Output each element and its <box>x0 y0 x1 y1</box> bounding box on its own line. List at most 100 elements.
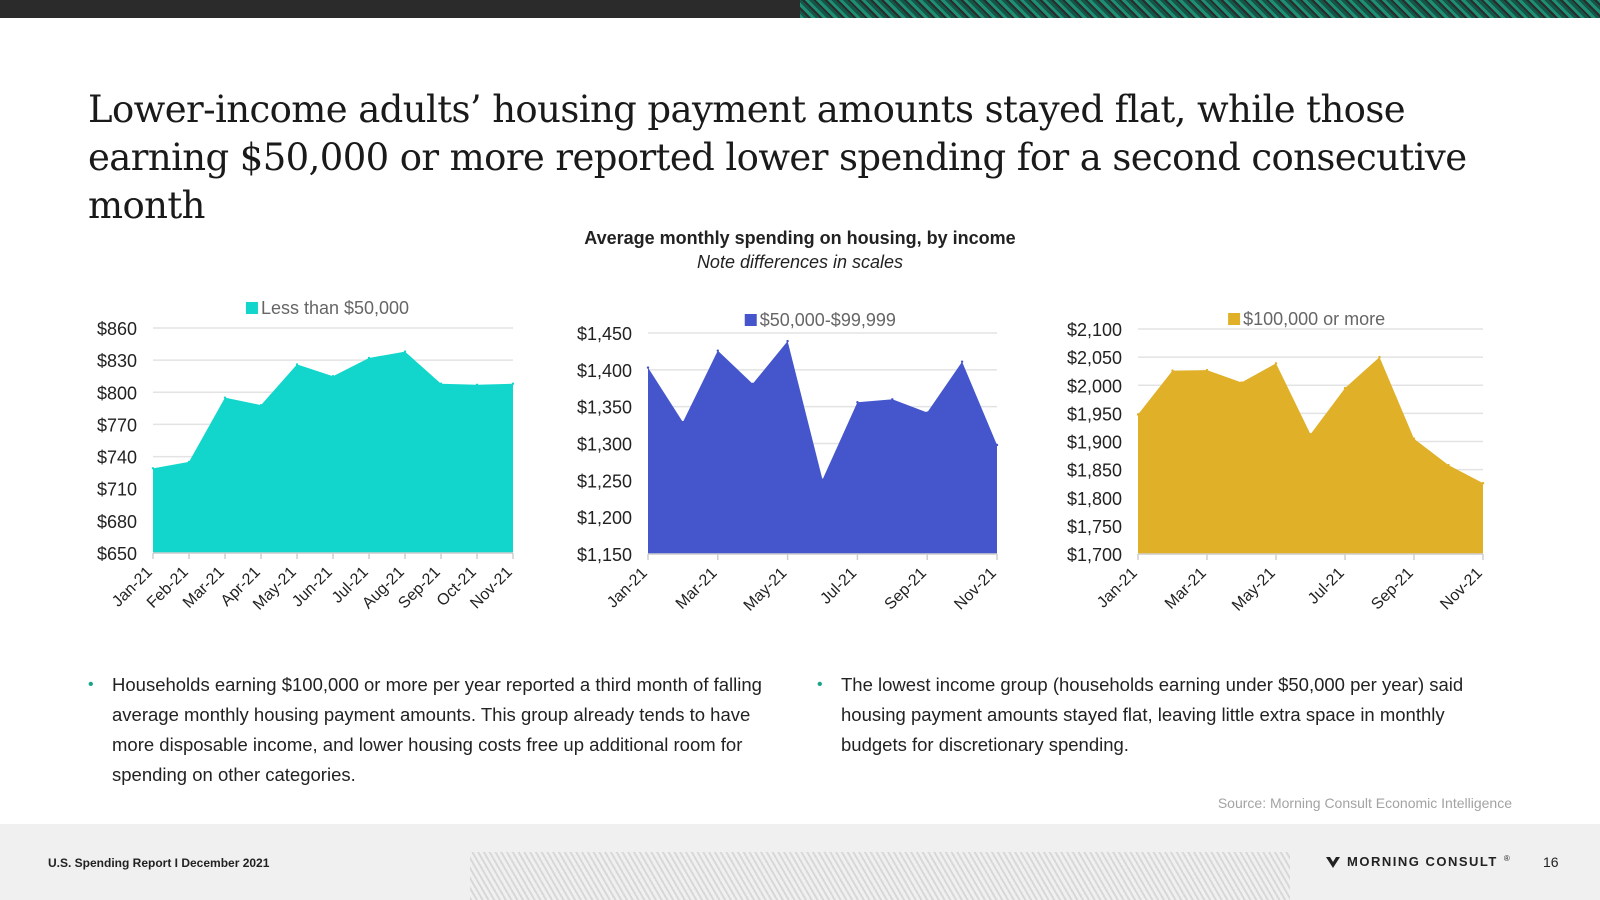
data-point <box>751 382 754 386</box>
y-tick-label: $2,100 <box>1067 320 1122 340</box>
bullet-dot: • <box>817 676 823 693</box>
chart-50k-to-99k: $1,150 $1,200 $1,250 $1,300 $1,350 $1,400 $1,4… <box>577 310 1000 615</box>
y-tick-label: $740 <box>97 448 137 468</box>
y-tick-label: $860 <box>97 319 137 339</box>
x-tick-label: Jan-21 <box>604 565 651 612</box>
y-tick-label: $680 <box>97 512 137 532</box>
source-note: Source: Morning Consult Economic Intelli… <box>1217 795 1512 811</box>
data-point <box>367 356 371 360</box>
x-tick-label: Nov-21 <box>1437 565 1486 614</box>
y-tick-label: $2,000 <box>1067 376 1122 396</box>
logo-mark-icon <box>1326 856 1340 868</box>
data-point <box>1309 432 1312 436</box>
y-tick-label: $830 <box>97 351 137 371</box>
data-point <box>331 375 335 378</box>
data-point <box>1481 481 1485 485</box>
y-tick-label: $710 <box>97 480 137 500</box>
chart-less-than-50k: $650$680$710$740$770$800$830$860Jan-21Fe… <box>97 298 516 614</box>
x-tick-label: Sep-21 <box>882 565 931 614</box>
y-tick-label: $2,050 <box>1067 348 1122 368</box>
legend-swatch <box>245 302 258 314</box>
data-point <box>1171 369 1174 372</box>
legend-swatch <box>744 314 757 326</box>
data-point <box>511 382 515 385</box>
y-tick-label: $1,750 <box>1067 517 1122 537</box>
x-tick-label: Mar-21 <box>673 565 721 613</box>
y-tick-label: $1,850 <box>1067 461 1122 481</box>
data-point <box>681 420 685 424</box>
bullet-right: • The lowest income group (households ea… <box>817 670 1501 760</box>
data-point <box>295 363 299 366</box>
data-point <box>1136 413 1140 416</box>
data-point <box>187 460 191 464</box>
y-tick-label: $1,150 <box>577 545 632 565</box>
data-point <box>960 360 964 363</box>
y-tick-label: $1,350 <box>577 398 632 418</box>
data-point <box>1343 386 1347 390</box>
data-point <box>223 396 227 399</box>
data-point <box>786 339 789 343</box>
x-tick-label: Jun-21 <box>289 564 336 611</box>
data-point <box>821 478 824 481</box>
legend-label: Less than $50,000 <box>261 298 409 318</box>
y-tick-label: $1,250 <box>577 471 632 491</box>
x-tick-label: Jul-21 <box>817 565 860 608</box>
area-series <box>153 351 513 553</box>
x-tick-label: May-21 <box>741 565 791 615</box>
y-tick-label: $1,200 <box>577 508 632 528</box>
area-series <box>648 341 997 554</box>
x-tick-label: May-21 <box>1229 565 1279 615</box>
x-tick-label: Mar-21 <box>180 564 228 612</box>
data-point <box>926 411 929 414</box>
chart-title: Average monthly spending on housing, by … <box>584 228 1016 248</box>
y-tick-label: $1,400 <box>577 361 632 381</box>
data-point <box>1240 381 1243 384</box>
bullet-dot: • <box>88 676 94 693</box>
data-point <box>716 349 719 352</box>
x-tick-label: Nov-21 <box>951 565 1000 614</box>
x-tick-label: Jul-21 <box>1305 565 1348 608</box>
logo-registered-mark: ® <box>1503 854 1510 863</box>
data-point <box>646 366 650 369</box>
bullet-text: The lowest income group (households earn… <box>841 674 1464 755</box>
data-point <box>151 467 155 470</box>
bullet-text: Households earning $100,000 or more per … <box>112 674 762 785</box>
data-point <box>259 403 263 407</box>
y-tick-label: $770 <box>97 415 137 435</box>
chart-100k-or-more: $1,700 $1,750 $1,800 $1,850 $1,900 $1,950 $2,0… <box>1067 309 1486 615</box>
y-tick-label: $650 <box>97 544 137 564</box>
data-point <box>439 382 443 385</box>
x-tick-label: Jan-21 <box>1094 565 1141 612</box>
logo-text: MORNING CONSULT <box>1347 854 1498 869</box>
footer-pattern <box>470 852 1290 900</box>
data-point <box>403 350 407 353</box>
data-point <box>856 401 859 404</box>
legend-label: $100,000 or more <box>1243 309 1385 329</box>
data-point <box>891 398 894 401</box>
chart-heading: Average monthly spending on housing, by … <box>0 226 1600 274</box>
y-tick-label: $800 <box>97 383 137 403</box>
chart-subtitle: Note differences in scales <box>696 252 904 272</box>
y-tick-label: $1,900 <box>1067 433 1122 453</box>
legend-label: $50,000-$99,999 <box>760 310 896 330</box>
data-point <box>475 383 479 386</box>
x-tick-label: Sep-21 <box>1368 565 1417 614</box>
page-number: 16 <box>1543 854 1559 870</box>
data-point <box>1205 368 1209 372</box>
morning-consult-logo: MORNING CONSULT ® <box>1325 854 1510 869</box>
data-point <box>995 443 999 447</box>
top-banner-pattern <box>800 0 1600 18</box>
y-tick-label: $1,450 <box>577 324 632 344</box>
page-title: Lower-income adults’ housing payment amo… <box>88 88 1467 227</box>
footer-report-label: U.S. Spending Report I December 2021 <box>48 856 270 870</box>
bullet-left: • Households earning $100,000 or more pe… <box>88 670 772 790</box>
legend-swatch <box>1228 313 1241 325</box>
y-tick-label: $1,800 <box>1067 489 1122 509</box>
data-point <box>1378 355 1381 359</box>
data-point <box>1412 437 1416 440</box>
y-tick-label: $1,950 <box>1067 404 1122 424</box>
data-point <box>1274 362 1278 365</box>
y-tick-label: $1,300 <box>577 435 632 455</box>
x-tick-label: Mar-21 <box>1162 565 1210 613</box>
y-tick-label: $1,700 <box>1067 545 1122 565</box>
